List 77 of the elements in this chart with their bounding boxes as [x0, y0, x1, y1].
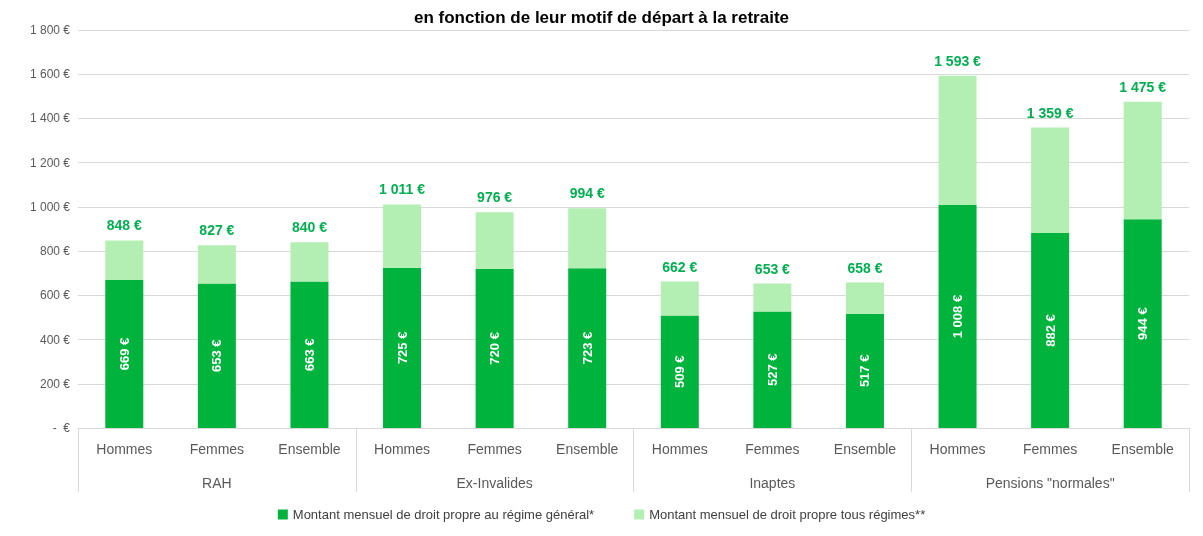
bar: [197, 245, 236, 284]
total-label: 658 €: [847, 259, 883, 276]
data-label: 653 €: [209, 339, 225, 373]
total-label: 662 €: [662, 258, 698, 275]
data-label: 725 €: [394, 331, 410, 365]
bar: [383, 204, 422, 268]
y-tick-label: 1 000 €: [29, 199, 71, 214]
x-tick-label: Femmes: [189, 441, 245, 457]
x-tick-label: Hommes: [651, 441, 708, 457]
legend-label: Montant mensuel de droit propre tous régimes**: [649, 507, 926, 522]
bar: [753, 311, 792, 428]
bar: [938, 205, 977, 428]
y-tick-label: 1 800 €: [29, 23, 71, 37]
total-label: 848 €: [106, 217, 143, 234]
y-tick-label: 800 €: [39, 244, 71, 259]
chart-title: en fonction de leur motif de départ à la retraite: [413, 8, 790, 27]
x-tick-label: Femmes: [1022, 441, 1078, 457]
x-tick-label: Femmes: [467, 441, 522, 457]
data-label: 663 €: [301, 338, 317, 371]
y-tick-label: 400 €: [39, 332, 71, 347]
x-tick-label: Ensemble: [278, 441, 341, 457]
legend-label: Montant mensuel de droit propre au régime général*: [292, 507, 595, 522]
bar: [290, 242, 329, 282]
data-label: 944 €: [1135, 307, 1151, 340]
y-tick-label: 1 200 €: [29, 155, 71, 170]
total-label: 1 359 €: [1026, 104, 1074, 121]
bar: [475, 212, 514, 269]
bar: [290, 281, 329, 428]
total-label: 840 €: [291, 219, 328, 236]
y-tick-label: 600 €: [39, 288, 71, 303]
data-label: 882 €: [1042, 314, 1058, 347]
data-label: 509 €: [672, 355, 688, 388]
bar: [383, 267, 422, 428]
text: RAH: [202, 475, 232, 491]
bar: [1031, 232, 1070, 428]
total-label: 976 €: [477, 189, 513, 206]
bar: [938, 75, 977, 206]
y-tick-label: 200 €: [39, 376, 71, 391]
total-label: 1 593 €: [934, 52, 982, 69]
bar: [568, 268, 607, 428]
y-tick-label: - €: [52, 421, 71, 435]
x-tick-label: Hommes: [929, 441, 986, 457]
x-tick-label: Ensemble: [833, 441, 897, 457]
bar: [845, 313, 884, 428]
x-tick-label: Femmes: [745, 441, 800, 457]
total-label: 827 €: [199, 222, 235, 239]
x-tick-label: Hommes: [96, 441, 153, 457]
text: Ex-Invalides: [456, 475, 533, 491]
data-label: 720 €: [487, 332, 503, 365]
total-label: 994 €: [569, 185, 605, 202]
x-tick-label: Ensemble: [1111, 441, 1175, 457]
total-label: 653 €: [754, 260, 791, 277]
y-tick-label: 1 600 €: [29, 67, 71, 82]
y-tick-label: 1 400 €: [29, 111, 71, 126]
bar: [105, 280, 144, 428]
data-label: 527 €: [764, 353, 780, 387]
data-label: 1 008 €: [950, 294, 966, 339]
text: Pensions "normales": [985, 475, 1115, 491]
x-tick-label: Ensemble: [556, 441, 619, 457]
total-label: 1 011 €: [379, 181, 426, 198]
bar: [845, 282, 884, 314]
bar: [660, 315, 699, 428]
bar: [105, 240, 144, 281]
bar: [1123, 101, 1162, 220]
total-label: 1 475 €: [1119, 78, 1167, 95]
x-tick-label: Hommes: [374, 441, 431, 457]
bar: [753, 283, 792, 312]
bar: [1031, 127, 1070, 233]
bar: [197, 283, 236, 428]
bar: [1123, 219, 1162, 428]
text: Inaptes: [749, 475, 796, 491]
bar: [660, 281, 699, 316]
data-label: 669 €: [116, 337, 132, 371]
bar: [475, 268, 514, 428]
data-label: 723 €: [579, 331, 595, 365]
bar: [568, 208, 607, 269]
data-label: 517 €: [857, 354, 873, 388]
